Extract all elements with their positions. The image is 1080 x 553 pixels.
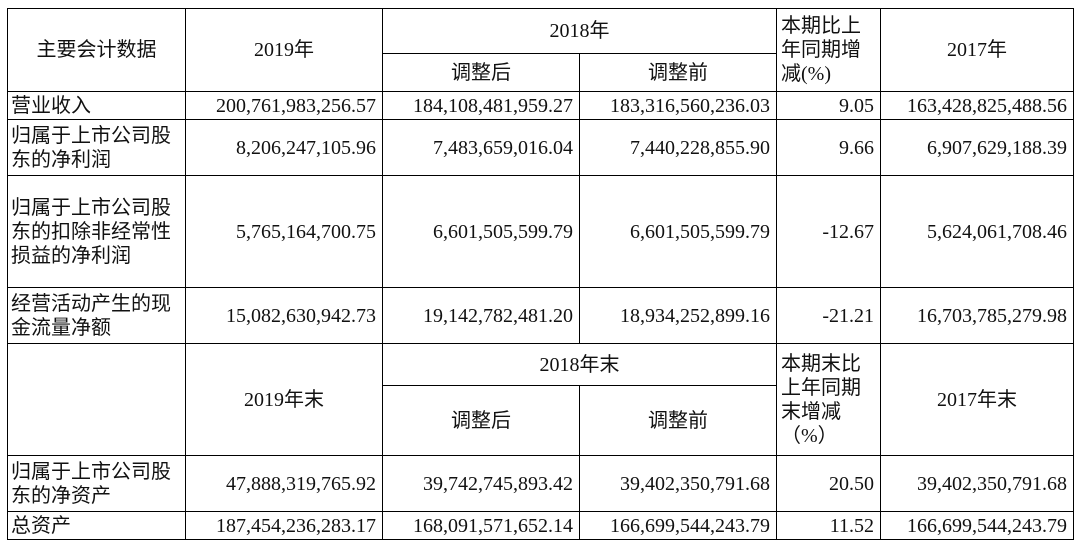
value-2017: 39,402,350,791.68 [880,455,1074,512]
value-2017: 163,428,825,488.56 [880,91,1074,120]
row-label: 经营活动产生的现金流量净额 [7,287,186,344]
header-2017-cell: 2017年 [880,8,1074,92]
header-2018-cell: 2018年 [382,8,777,54]
value-2017: 166,699,544,243.79 [880,511,1074,540]
header-row: 主要会计数据 2019年 2018年 本期比上年同期增减(%) 2017年 [7,8,1074,92]
header-2018-end-cell: 2018年末 [382,343,777,386]
row-label: 归属于上市公司股东的净资产 [7,455,186,512]
value-change: 9.05 [776,91,881,120]
header-label-cell: 主要会计数据 [7,8,186,92]
value-2018-before: 6,601,505,599.79 [579,175,777,288]
value-2018-before: 166,699,544,243.79 [579,511,777,540]
table-row: 归属于上市公司股东的净利润 8,206,247,105.96 7,483,659… [7,119,1074,176]
value-2019: 8,206,247,105.96 [185,119,383,176]
header-2019-cell: 2019年 [185,8,383,92]
table-row: 经营活动产生的现金流量净额 15,082,630,942.73 19,142,7… [7,287,1074,344]
value-2017: 6,907,629,188.39 [880,119,1074,176]
header-change-cell: 本期比上年同期增减(%) [776,8,881,92]
value-2019: 187,454,236,283.17 [185,511,383,540]
value-change: 20.50 [776,455,881,512]
financial-data-table: 主要会计数据 2019年 2018年 本期比上年同期增减(%) 2017年 调整… [7,8,1074,540]
table-row: 归属于上市公司股东的净资产 47,888,319,765.92 39,742,7… [7,455,1074,512]
row-label: 营业收入 [7,91,186,120]
value-2019: 5,765,164,700.75 [185,175,383,288]
header-subrow: 调整后 调整前 [8,53,1074,92]
value-change: -21.21 [776,287,881,344]
header-row: 2019年末 2018年末 本期末比上年同期末增减（%） 2017年末 [7,343,1074,456]
value-2019: 47,888,319,765.92 [185,455,383,512]
table-row: 归属于上市公司股东的扣除非经常性损益的净利润 5,765,164,700.75 … [7,175,1074,288]
value-2017: 5,624,061,708.46 [880,175,1074,288]
header-label-cell [7,343,186,456]
header-2018-end-before-cell: 调整前 [579,385,777,456]
value-2019: 200,761,983,256.57 [185,91,383,120]
value-2018-before: 7,440,228,855.90 [579,119,777,176]
row-label: 归属于上市公司股东的净利润 [7,119,186,176]
value-2017: 16,703,785,279.98 [880,287,1074,344]
value-2018-adjusted: 184,108,481,959.27 [382,91,580,120]
value-2018-before: 183,316,560,236.03 [579,91,777,120]
value-2018-adjusted: 7,483,659,016.04 [382,119,580,176]
value-2018-before: 39,402,350,791.68 [579,455,777,512]
value-2018-adjusted: 19,142,782,481.20 [382,287,580,344]
header-2018-end-adjusted-cell: 调整后 [382,385,580,456]
table-row: 营业收入 200,761,983,256.57 184,108,481,959.… [7,91,1074,120]
value-2019: 15,082,630,942.73 [185,287,383,344]
value-change: 11.52 [776,511,881,540]
header-subrow: 调整后 调整前 [8,385,1074,456]
value-2018-adjusted: 6,601,505,599.79 [382,175,580,288]
value-2018-adjusted: 168,091,571,652.14 [382,511,580,540]
header-2017-end-cell: 2017年末 [880,343,1074,456]
value-change: -12.67 [776,175,881,288]
header-2018-adjusted-cell: 调整后 [382,53,580,92]
row-label: 总资产 [7,511,186,540]
header-2018-before-cell: 调整前 [579,53,777,92]
row-label: 归属于上市公司股东的扣除非经常性损益的净利润 [7,175,186,288]
table-row: 总资产 187,454,236,283.17 168,091,571,652.1… [7,511,1074,540]
header-change-end-cell: 本期末比上年同期末增减（%） [776,343,881,456]
header-2019-end-cell: 2019年末 [185,343,383,456]
value-2018-adjusted: 39,742,745,893.42 [382,455,580,512]
value-2018-before: 18,934,252,899.16 [579,287,777,344]
value-change: 9.66 [776,119,881,176]
